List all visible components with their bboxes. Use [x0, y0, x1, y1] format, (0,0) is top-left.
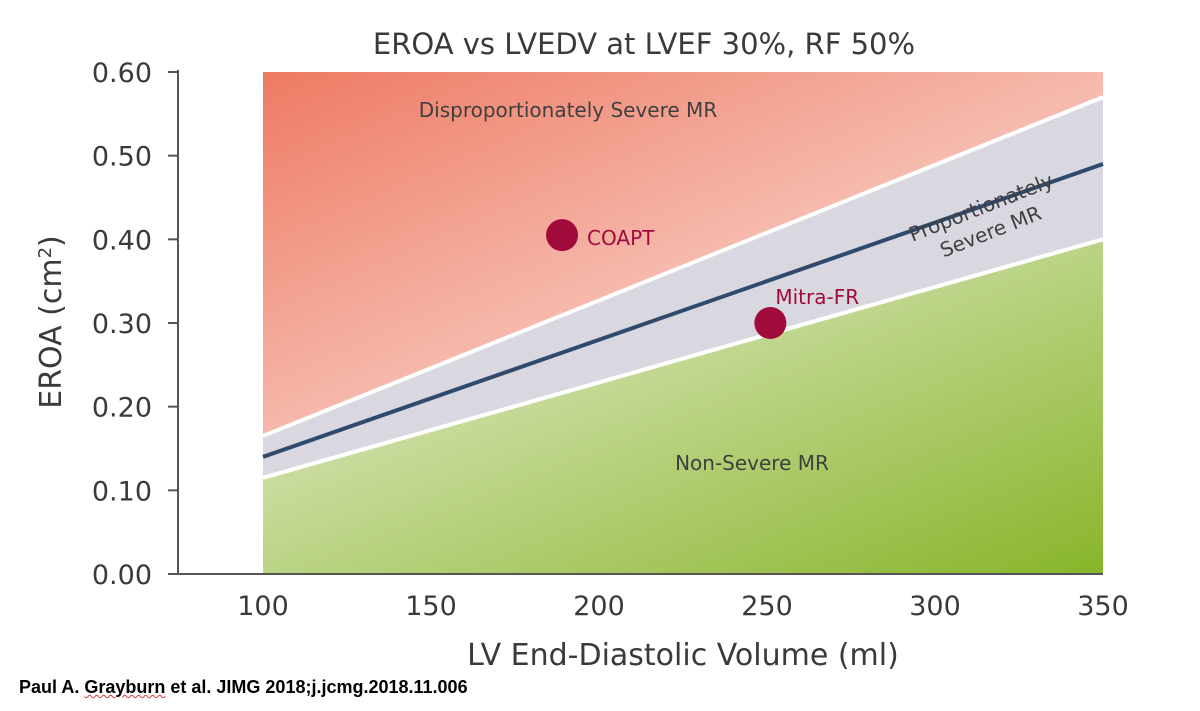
band-upper-edge — [262, 95, 1104, 438]
data-point-label: Mitra-FR — [775, 285, 859, 309]
center-line — [262, 162, 1104, 459]
y-tick-label: 0.30 — [92, 309, 152, 340]
data-point — [754, 307, 787, 339]
citation-author-surname: Grayburn — [84, 677, 166, 697]
y-tick-label: 0.50 — [92, 142, 152, 173]
plot-regions — [262, 72, 1104, 575]
disproportionate-region — [263, 72, 1103, 436]
y-ticks: 0.00 0.10 0.20 0.30 0.40 0.50 0.60 — [92, 58, 178, 591]
data-points: COAPT Mitra-FR — [546, 219, 859, 339]
x-tick-label: 100 — [237, 591, 289, 622]
x-tick-label: 200 — [573, 591, 625, 622]
data-point — [546, 219, 579, 252]
y-axis-label-main: EROA (cm — [34, 258, 69, 408]
x-tick-label: 250 — [741, 591, 793, 622]
band-lower-edge — [262, 237, 1104, 480]
x-ticks: 100 150 200 250 300 350 — [237, 591, 1129, 622]
citation-source: et al. JIMG 2018;j.jcmg.2018.11.006 — [165, 677, 468, 697]
region-label-lower: Non-Severe MR — [675, 451, 829, 475]
citation-author: Paul A. — [19, 677, 85, 697]
y-tick-label: 0.10 — [92, 476, 152, 507]
x-tick-label: 300 — [909, 591, 961, 622]
non-severe-region — [263, 239, 1103, 575]
y-tick-label: 0.00 — [92, 560, 152, 591]
y-tick-label: 0.60 — [92, 58, 152, 89]
axes: 0.00 0.10 0.20 0.30 0.40 0.50 0.60 100 150 200 25… — [92, 58, 1129, 622]
chart-title: EROA vs LVEDV at LVEF 30%, RF 50% — [373, 27, 915, 61]
x-tick-label: 350 — [1077, 591, 1129, 622]
y-axis-label: EROA (cm2) — [34, 235, 69, 409]
citation: Paul A. Grayburn et al. JIMG 2018;j.jcmg… — [19, 677, 468, 698]
y-tick-label: 0.20 — [92, 393, 152, 424]
data-point-label: COAPT — [587, 226, 655, 250]
x-axis-label: LV End-Diastolic Volume (ml) — [467, 638, 899, 673]
region-label-upper: Disproportionately Severe MR — [419, 98, 718, 122]
y-axis-label-sup: 2 — [35, 247, 56, 258]
y-tick-label: 0.40 — [92, 225, 152, 256]
x-tick-label: 150 — [405, 591, 457, 622]
y-axis-label-close: ) — [34, 235, 69, 247]
